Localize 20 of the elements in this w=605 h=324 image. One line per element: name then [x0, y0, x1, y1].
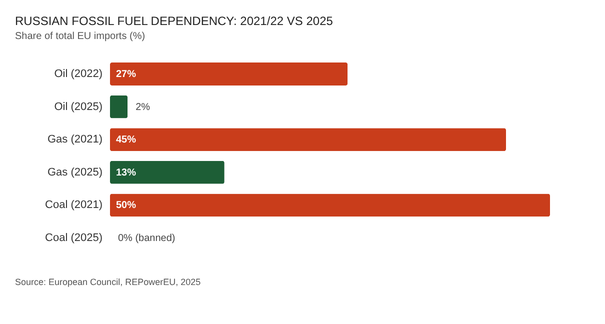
data-label: 2% [136, 102, 150, 113]
bar [110, 160, 224, 184]
data-label: 45% [116, 134, 136, 146]
data-label: 0% (banned) [118, 232, 176, 244]
y-tick-label: Gas (2021) [47, 134, 102, 146]
y-tick-label: Gas (2025) [47, 166, 102, 178]
bar [110, 62, 348, 86]
data-label: 13% [116, 167, 136, 178]
y-tick-label: Coal (2025) [45, 232, 102, 244]
bar [110, 128, 506, 152]
chart-subtitle: Share of total EU imports (%) [15, 31, 146, 42]
bar [110, 194, 550, 217]
chart-title: RUSSIAN FOSSIL FUEL DEPENDENCY: 2021/22 VS 2025 [15, 14, 334, 28]
data-label: 27% [116, 69, 136, 80]
y-tick-label: Oil (2025) [54, 100, 102, 113]
y-tick-label: Coal (2021) [45, 199, 102, 212]
bar [110, 95, 128, 118]
source-note: Source: European Council, REPowerEU, 2025 [15, 277, 201, 287]
y-tick-label: Oil (2022) [54, 68, 102, 80]
data-label: 50% [116, 200, 136, 212]
